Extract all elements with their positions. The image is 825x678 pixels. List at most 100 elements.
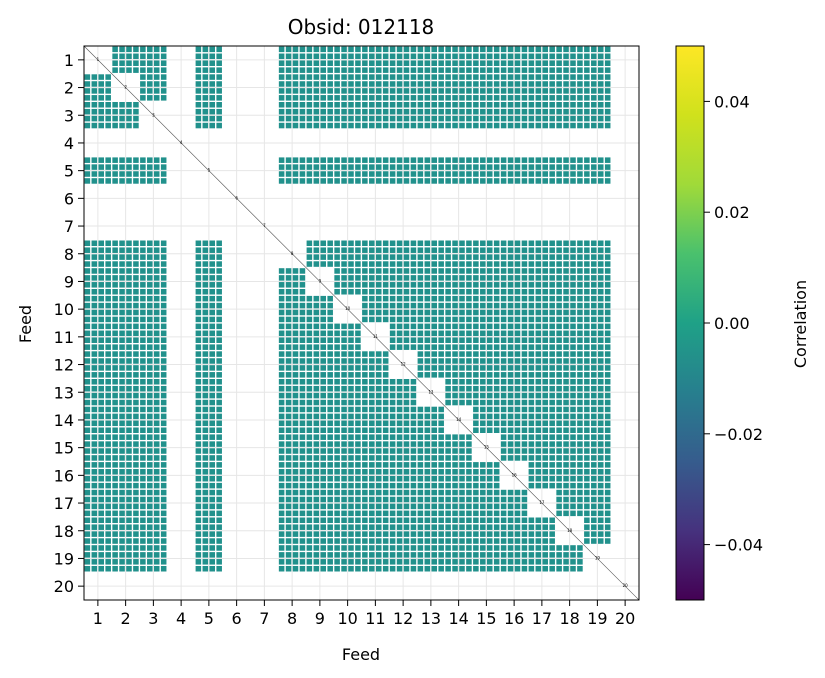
- y-tick-label: 1: [64, 51, 74, 70]
- heatmap-subcell: [375, 268, 382, 274]
- heatmap-cell: [556, 295, 583, 323]
- heatmap-subcell: [382, 434, 389, 440]
- heatmap-subcell: [584, 95, 590, 101]
- heatmap-subcell: [126, 462, 132, 468]
- heatmap-subcell: [396, 60, 403, 66]
- heatmap-subcell: [209, 316, 216, 323]
- heatmap-subcell: [410, 309, 417, 316]
- heatmap-subcell: [577, 455, 583, 461]
- heatmap-subcell: [473, 524, 479, 530]
- heatmap-subcell: [216, 309, 222, 316]
- heatmap-subcell: [306, 496, 313, 503]
- heatmap-subcell: [549, 309, 555, 316]
- heatmap-subcell: [91, 455, 98, 461]
- heatmap-subcell: [147, 385, 153, 392]
- heatmap-subcell: [500, 565, 507, 572]
- heatmap-subcell: [500, 379, 507, 385]
- heatmap-subcell: [486, 545, 493, 551]
- heatmap-subcell: [126, 157, 132, 163]
- heatmap-subcell: [299, 282, 306, 288]
- heatmap-subcell: [417, 462, 424, 468]
- heatmap-subcell: [521, 344, 528, 350]
- heatmap-subcell: [202, 538, 209, 544]
- heatmap-subcell: [528, 330, 535, 337]
- heatmap-subcell: [320, 261, 327, 267]
- heatmap-subcell: [355, 406, 361, 413]
- heatmap-subcell: [528, 288, 535, 295]
- heatmap-subcell: [486, 157, 493, 163]
- heatmap-cell: [195, 462, 222, 489]
- heatmap-cell: [306, 406, 333, 433]
- heatmap-subcell: [209, 108, 216, 115]
- heatmap-subcell: [84, 247, 91, 253]
- heatmap-subcell: [410, 538, 417, 544]
- heatmap-subcell: [480, 385, 486, 392]
- heatmap-subcell: [98, 171, 105, 177]
- heatmap-subcell: [285, 427, 292, 433]
- heatmap-subcell: [382, 545, 389, 551]
- heatmap-subcell: [459, 392, 465, 399]
- heatmap-subcell: [604, 171, 611, 177]
- heatmap-subcell: [514, 60, 521, 66]
- heatmap-subcell: [452, 399, 458, 406]
- heatmap-subcell: [549, 392, 555, 399]
- heatmap-subcell: [140, 247, 146, 253]
- heatmap-subcell: [112, 399, 118, 406]
- heatmap-subcell: [597, 108, 604, 115]
- heatmap-subcell: [431, 282, 438, 288]
- heatmap-subcell: [417, 372, 424, 378]
- heatmap-subcell: [604, 60, 611, 66]
- heatmap-subcell: [126, 288, 132, 295]
- heatmap-subcell: [313, 309, 320, 316]
- diagonal-label: 9: [319, 278, 322, 283]
- heatmap-subcell: [334, 323, 340, 330]
- heatmap-subcell: [327, 448, 333, 454]
- heatmap-subcell: [507, 178, 514, 184]
- heatmap-subcell: [542, 178, 549, 184]
- heatmap-subcell: [591, 462, 597, 468]
- heatmap-subcell: [341, 164, 347, 170]
- heatmap-cell: [112, 517, 139, 544]
- heatmap-subcell: [438, 559, 444, 565]
- heatmap-subcell: [105, 316, 111, 323]
- heatmap-subcell: [542, 261, 549, 267]
- heatmap-subcell: [84, 559, 91, 565]
- heatmap-subcell: [480, 268, 486, 274]
- heatmap-subcell: [209, 448, 216, 454]
- heatmap-subcell: [98, 309, 105, 316]
- heatmap-subcell: [292, 531, 299, 537]
- heatmap-subcell: [473, 275, 479, 281]
- heatmap-subcell: [452, 330, 458, 337]
- heatmap-subcell: [521, 330, 528, 337]
- heatmap-subcell: [563, 503, 569, 510]
- heatmap-subcell: [140, 171, 146, 177]
- heatmap-subcell: [195, 365, 202, 371]
- heatmap-subcell: [591, 157, 597, 163]
- heatmap-subcell: [521, 538, 528, 544]
- heatmap-subcell: [500, 88, 507, 94]
- heatmap-subcell: [459, 316, 465, 323]
- heatmap-subcell: [160, 275, 167, 281]
- heatmap-subcell: [306, 309, 313, 316]
- heatmap-subcell: [362, 462, 368, 468]
- heatmap-subcell: [597, 462, 604, 468]
- heatmap-subcell: [334, 496, 340, 503]
- heatmap-subcell: [306, 565, 313, 572]
- heatmap-subcell: [202, 108, 209, 115]
- heatmap-subcell: [153, 455, 160, 461]
- heatmap-subcell: [438, 406, 444, 413]
- heatmap-subcell: [355, 171, 361, 177]
- heatmap-subcell: [549, 254, 555, 260]
- heatmap-subcell: [362, 295, 368, 302]
- heatmap-subcell: [133, 413, 139, 420]
- heatmap-subcell: [604, 496, 611, 503]
- heatmap-subcell: [604, 88, 611, 94]
- heatmap-subcell: [521, 240, 528, 247]
- heatmap-subcell: [126, 115, 132, 122]
- heatmap-subcell: [133, 323, 139, 330]
- heatmap-subcell: [306, 413, 313, 420]
- heatmap-subcell: [466, 489, 472, 496]
- heatmap-subcell: [486, 115, 493, 122]
- heatmap-subcell: [597, 295, 604, 302]
- heatmap-subcell: [369, 358, 375, 364]
